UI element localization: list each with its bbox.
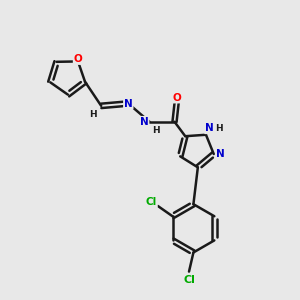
Text: H: H bbox=[152, 125, 160, 134]
Text: N: N bbox=[216, 149, 225, 159]
Text: Cl: Cl bbox=[183, 274, 195, 284]
Text: N: N bbox=[205, 123, 214, 133]
Text: N: N bbox=[124, 98, 133, 109]
Text: H: H bbox=[89, 110, 97, 118]
Text: O: O bbox=[172, 93, 181, 103]
Text: Cl: Cl bbox=[146, 197, 157, 207]
Text: O: O bbox=[74, 54, 82, 64]
Text: H: H bbox=[215, 124, 223, 133]
Text: N: N bbox=[140, 117, 148, 127]
